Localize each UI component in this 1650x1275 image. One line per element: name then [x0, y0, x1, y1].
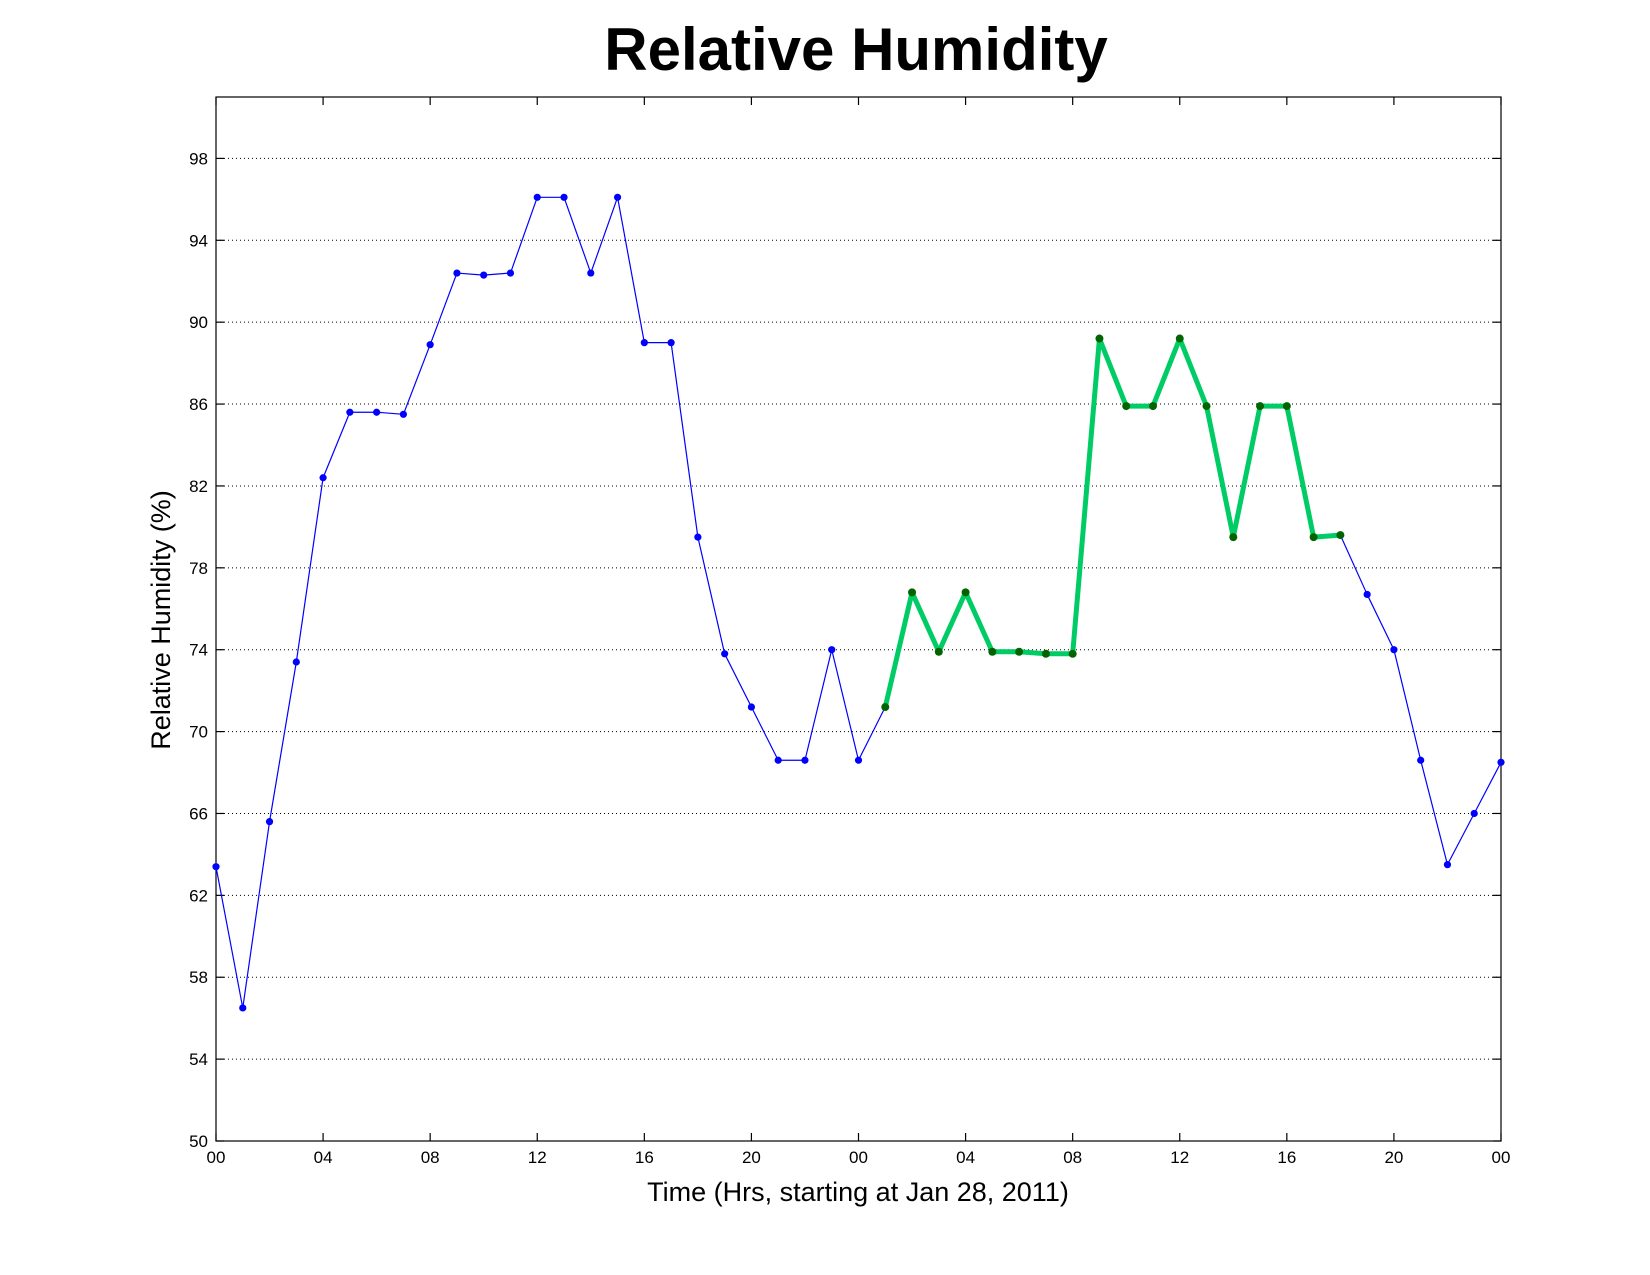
data-point [747, 703, 756, 711]
data-point [399, 410, 407, 418]
data-point [560, 193, 568, 201]
data-point [934, 647, 943, 656]
y-axis-label: Relative Humidity (%) [146, 490, 176, 750]
y-tick-label: 98 [189, 149, 208, 168]
data-point [212, 863, 220, 871]
data-point [1256, 402, 1265, 411]
series-line-1 [882, 336, 1341, 708]
chart-title: Relative Humidity [604, 16, 1108, 83]
axis-ticks: 50 54 58 62 66 70 74 78 82 86 90 94 98 00 04 08 12 16 20 00… [189, 97, 1510, 1167]
x-tick-label: 04 [314, 1148, 333, 1167]
data-point [1122, 402, 1131, 411]
data-point [721, 650, 729, 658]
y-tick-label: 54 [189, 1050, 208, 1069]
y-tick-label: 58 [189, 968, 208, 987]
x-tick-label: 16 [635, 1148, 654, 1167]
data-point [292, 658, 300, 666]
data-point [854, 756, 863, 764]
x-axis-label: Time (Hrs, starting at Jan 28, 2011) [647, 1177, 1069, 1207]
y-tick-label: 66 [189, 804, 208, 823]
y-tick-label: 82 [189, 477, 208, 496]
data-point [613, 193, 622, 201]
y-tick-label: 50 [189, 1132, 208, 1151]
data-point [774, 756, 782, 764]
y-tick-label: 62 [189, 886, 208, 905]
data-point [480, 271, 488, 279]
data-point [1175, 334, 1184, 343]
x-tick-label: 12 [528, 1148, 547, 1167]
x-tick-label: 08 [421, 1148, 440, 1167]
data-point [265, 818, 274, 826]
x-tick-label: 08 [1063, 1148, 1082, 1167]
data-point [1148, 402, 1157, 411]
data-point [667, 339, 675, 347]
series-line-0 [215, 196, 1502, 1009]
data-point [828, 646, 836, 654]
data-point [373, 408, 381, 416]
data-point [239, 1004, 247, 1012]
data-point [1282, 402, 1291, 411]
x-tick-label: 00 [1492, 1148, 1511, 1167]
data-point [1229, 533, 1238, 542]
data-point [694, 533, 702, 541]
data-point [1041, 649, 1050, 658]
x-tick-label: 00 [207, 1148, 226, 1167]
data-point [319, 474, 327, 482]
data-point [1336, 531, 1345, 540]
data-point [1363, 590, 1371, 599]
y-tick-label: 78 [189, 559, 208, 578]
y-tick-label: 90 [189, 313, 208, 332]
data-point [533, 193, 541, 201]
y-tick-label: 86 [189, 395, 208, 414]
y-tick-label: 74 [189, 641, 208, 660]
y-tick-label: 70 [189, 723, 208, 742]
data-point [1068, 649, 1077, 658]
x-tick-label: 00 [849, 1148, 868, 1167]
data-point [908, 588, 917, 597]
data-point [1443, 861, 1452, 869]
grid-lines [216, 157, 1501, 1060]
data-point [1202, 402, 1211, 411]
data-point [587, 269, 595, 277]
data-point [426, 341, 434, 349]
data-point [801, 756, 809, 764]
data-series [212, 193, 1505, 1012]
data-point [346, 408, 354, 416]
y-tick-label: 94 [189, 231, 208, 250]
data-point [506, 269, 515, 277]
x-tick-label: 20 [1384, 1148, 1403, 1167]
data-point [1309, 533, 1318, 542]
data-point [881, 703, 890, 712]
data-point [1390, 646, 1398, 654]
x-tick-label: 16 [1277, 1148, 1296, 1167]
data-point [1497, 758, 1505, 766]
data-point [961, 588, 970, 597]
data-point [1015, 647, 1024, 656]
data-point [1417, 756, 1425, 764]
data-point [640, 339, 648, 347]
data-point [1470, 809, 1478, 818]
data-point [453, 269, 461, 277]
series-1 [881, 334, 1345, 712]
data-point [1095, 334, 1104, 343]
series-0 [212, 193, 1505, 1012]
plot-frame [215, 96, 1502, 1142]
data-point [988, 647, 997, 656]
x-tick-label: 20 [742, 1148, 761, 1167]
x-tick-label: 12 [1170, 1148, 1189, 1167]
x-tick-label: 04 [956, 1148, 975, 1167]
